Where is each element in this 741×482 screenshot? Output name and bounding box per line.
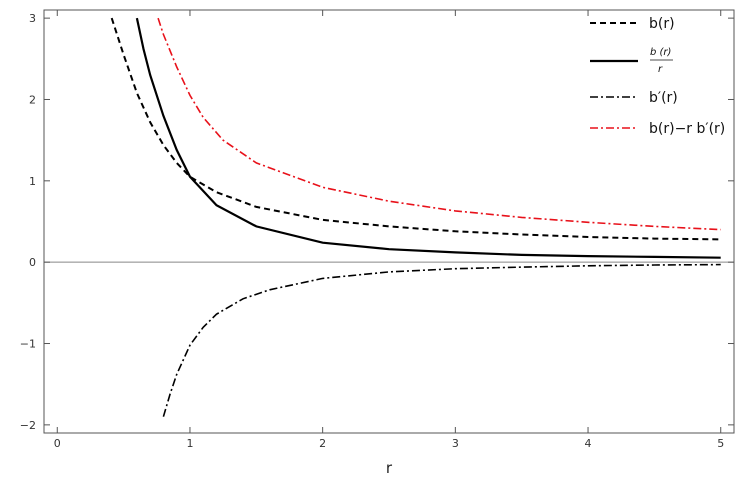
x-tick-label: 5 xyxy=(717,437,724,450)
y-tick-label: 3 xyxy=(29,12,36,25)
x-tick-label: 1 xyxy=(186,437,193,450)
x-tick-label: 4 xyxy=(585,437,592,450)
y-tick-label: −2 xyxy=(20,419,36,432)
legend: b(r) b (r) r b′(r) b(r)−r b′(r) xyxy=(590,16,725,137)
x-axis-title: r xyxy=(386,459,393,477)
x-tick-label: 2 xyxy=(319,437,326,450)
series-line-3 xyxy=(157,17,721,231)
y-tick-label: 2 xyxy=(29,93,36,106)
x-tick-label: 0 xyxy=(54,437,61,450)
series-line-1 xyxy=(135,17,721,259)
legend-label-b-minus-rbprime: b(r)−r b′(r) xyxy=(649,121,725,137)
y-tick-label: 0 xyxy=(29,256,36,269)
series-line-2 xyxy=(162,263,721,417)
series-line-0 xyxy=(110,17,721,241)
x-tick-label: 3 xyxy=(452,437,459,450)
legend-label-b-over-r-denominator: r xyxy=(658,64,663,75)
y-tick-label: 1 xyxy=(29,175,36,188)
y-tick-label: −1 xyxy=(20,338,36,351)
legend-label-b-prime: b′(r) xyxy=(649,90,678,106)
legend-label-b-r: b(r) xyxy=(649,16,675,32)
plot-frame xyxy=(43,9,735,434)
legend-label-b-over-r-numerator: b (r) xyxy=(650,47,671,58)
